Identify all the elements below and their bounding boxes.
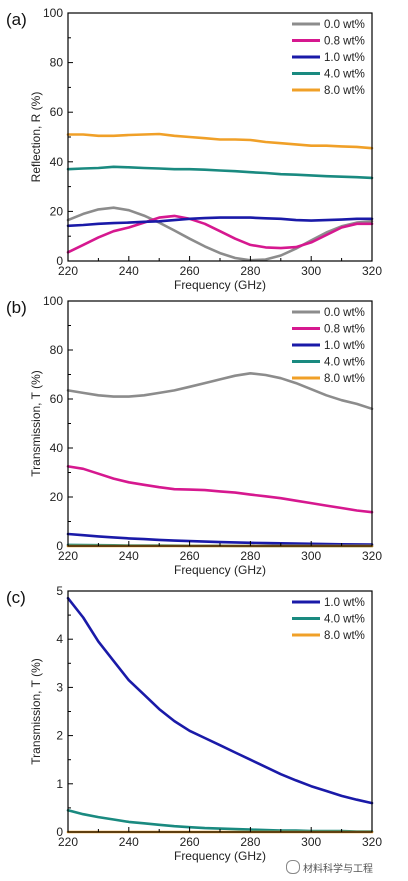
series-line — [66, 132, 374, 150]
y-tick-label: 4 — [56, 632, 63, 646]
y-tick-label: 0 — [56, 254, 63, 268]
legend-label: 8.0 wt% — [324, 373, 365, 385]
watermark-text: 材料科学与工程 — [303, 864, 373, 875]
chart-panel: 220 240 260 280 300 320 0 20 40 60 80 100 Frequency … — [6, 294, 382, 577]
y-axis-label: Transmission, T (%) — [29, 370, 43, 476]
x-tick-label: 320 — [362, 549, 382, 563]
panel-label: (b) — [6, 298, 27, 317]
x-axis-label: Frequency (GHz) — [174, 849, 266, 863]
y-axis-label: Reflection, R (%) — [29, 92, 43, 183]
x-tick-label: 220 — [58, 264, 78, 278]
chart-panel: 220 240 260 280 300 320 0 1 2 3 4 5 Frequency (GHz) T… — [6, 584, 382, 863]
x-tick-label: 280 — [240, 264, 260, 278]
y-tick-label: 100 — [43, 6, 63, 20]
y-tick-label: 3 — [56, 680, 63, 694]
panel-label: (c) — [6, 588, 26, 607]
plot-frame — [67, 590, 373, 833]
legend-label: 0.0 wt% — [324, 307, 365, 319]
y-tick-label: 0 — [56, 825, 63, 839]
y-axis-label: Transmission, T (%) — [29, 658, 43, 764]
series-line — [66, 214, 374, 254]
y-tick-label: 20 — [50, 204, 64, 218]
y-tick-label: 0 — [56, 539, 63, 553]
watermark: 材料科学与工程 — [286, 860, 373, 875]
series-line — [66, 532, 374, 546]
y-tick-label: 2 — [56, 729, 63, 743]
series-line — [66, 596, 374, 805]
series-line — [66, 808, 374, 833]
legend-label: 8.0 wt% — [324, 85, 365, 97]
legend-label: 8.0 wt% — [324, 630, 365, 642]
legend-label: 1.0 wt% — [324, 52, 365, 64]
series-line — [66, 216, 374, 228]
legend-label: 1.0 wt% — [324, 597, 365, 609]
y-tick-label: 40 — [50, 155, 64, 169]
wechat-icon — [286, 860, 300, 874]
legend-label: 0.8 wt% — [324, 36, 365, 48]
x-tick-label: 300 — [301, 835, 321, 849]
x-tick-label: 320 — [362, 835, 382, 849]
y-tick-label: 1 — [56, 777, 63, 791]
x-tick-label: 260 — [180, 835, 200, 849]
series-line — [66, 465, 374, 514]
x-axis-label: Frequency (GHz) — [174, 563, 266, 577]
x-tick-label: 240 — [119, 835, 139, 849]
x-tick-label: 300 — [301, 549, 321, 563]
y-tick-label: 100 — [43, 294, 63, 308]
legend-label: 4.0 wt% — [324, 614, 365, 626]
y-tick-label: 80 — [50, 343, 64, 357]
y-tick-label: 5 — [56, 584, 63, 598]
legend-label: 0.0 wt% — [324, 19, 365, 31]
chart-panel: 220 240 260 280 300 320 0 20 40 60 80 100 Frequency … — [6, 6, 382, 292]
y-tick-label: 40 — [50, 441, 64, 455]
x-tick-label: 240 — [119, 549, 139, 563]
x-tick-label: 280 — [240, 835, 260, 849]
series-line — [66, 371, 374, 411]
y-tick-label: 80 — [50, 56, 64, 70]
x-tick-label: 220 — [58, 835, 78, 849]
series-line — [66, 165, 374, 180]
plot-frame — [67, 300, 373, 547]
x-tick-label: 240 — [119, 264, 139, 278]
x-tick-label: 260 — [180, 264, 200, 278]
legend-label: 4.0 wt% — [324, 69, 365, 81]
legend-label: 1.0 wt% — [324, 340, 365, 352]
y-tick-label: 60 — [50, 392, 64, 406]
y-tick-label: 60 — [50, 105, 64, 119]
x-tick-label: 280 — [240, 549, 260, 563]
series-line — [66, 206, 374, 262]
x-axis-label: Frequency (GHz) — [174, 278, 266, 292]
y-tick-label: 20 — [50, 490, 64, 504]
x-tick-label: 260 — [180, 549, 200, 563]
legend-label: 0.8 wt% — [324, 324, 365, 336]
x-tick-label: 220 — [58, 549, 78, 563]
panel-label: (a) — [6, 10, 27, 29]
x-tick-label: 300 — [301, 264, 321, 278]
legend-label: 4.0 wt% — [324, 357, 365, 369]
x-tick-label: 320 — [362, 264, 382, 278]
